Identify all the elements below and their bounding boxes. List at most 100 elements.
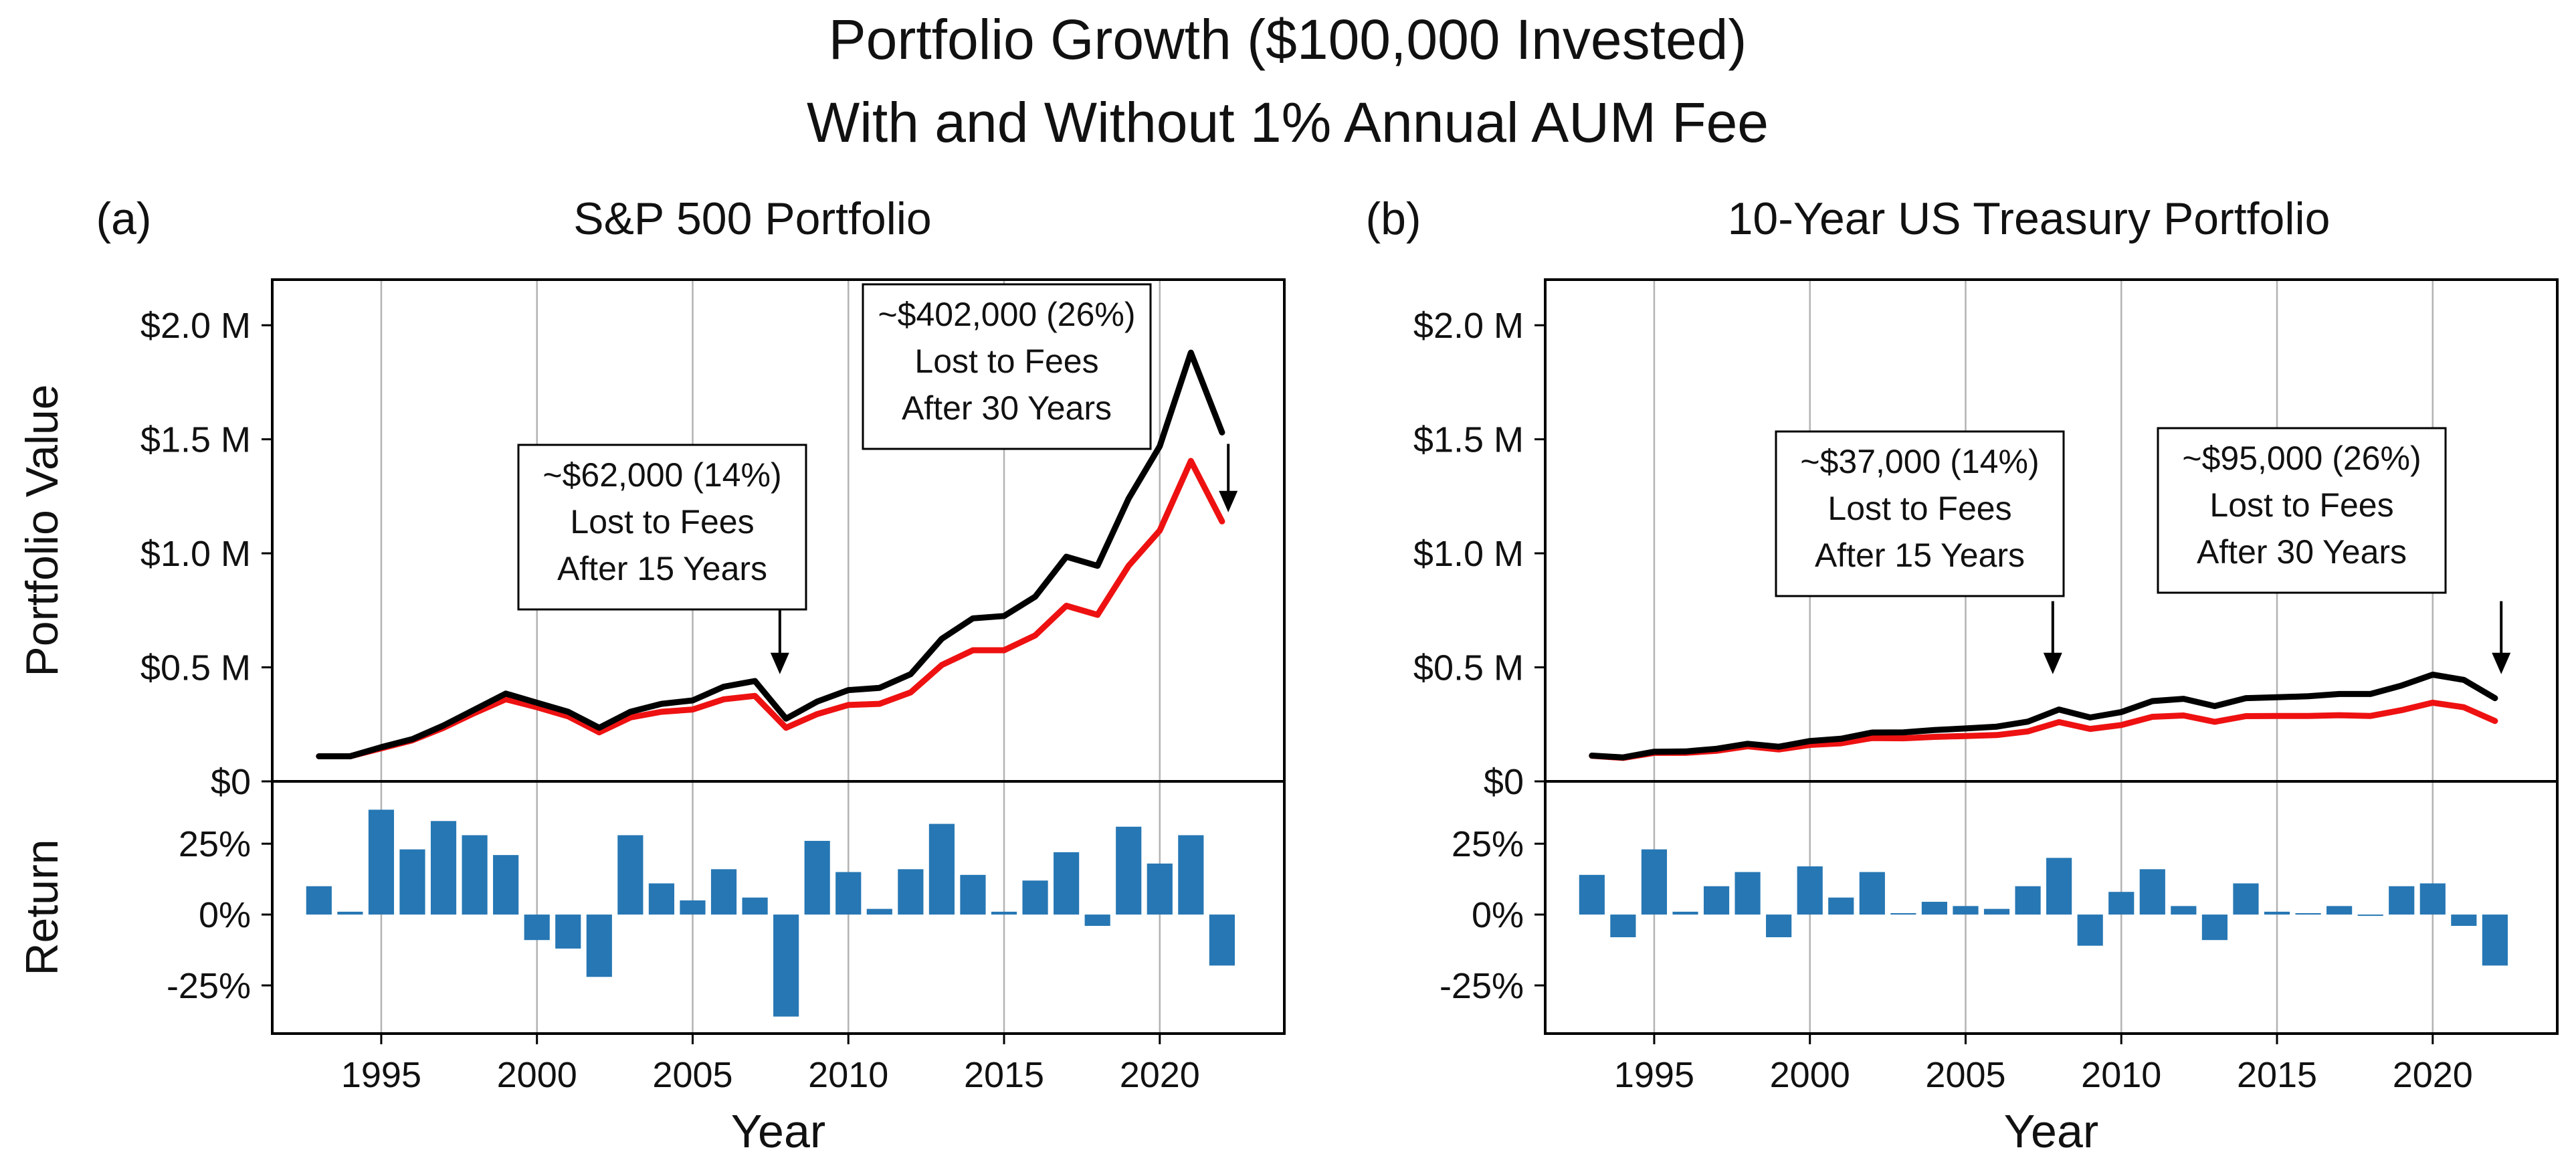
return-bar <box>555 914 581 949</box>
annotation-text: After 15 Years <box>1815 537 2025 574</box>
return-bar <box>1890 912 1916 915</box>
return-tick-label: -25% <box>1440 966 1524 1006</box>
return-bar <box>2482 914 2508 966</box>
annotation-arrow-head <box>1219 490 1238 512</box>
return-axis-label: Return <box>17 839 68 975</box>
return-bar <box>1672 911 1698 915</box>
panel-a: (a) S&P 500 Portfolio $0 $0.5 M $1.0 M $1.5 M… <box>17 193 1286 1157</box>
x-tick-label: 1995 <box>341 1055 421 1095</box>
annotation-arrow-head <box>2492 652 2511 674</box>
annotation-text: ~$62,000 (14%) <box>542 456 781 494</box>
return-bar <box>1579 874 1605 915</box>
return-bar <box>1859 872 1885 915</box>
return-bar <box>680 900 706 915</box>
return-tick-label: 25% <box>179 824 251 864</box>
return-bar <box>1766 914 1792 937</box>
return-bar <box>2389 886 2415 915</box>
return-bar <box>586 914 612 977</box>
panel-letter: (a) <box>96 193 151 244</box>
return-bar <box>2326 906 2353 915</box>
return-bar <box>1828 897 1854 915</box>
return-bar <box>1797 866 1823 915</box>
return-bar <box>2357 914 2383 916</box>
x-tick-label: 2005 <box>1925 1055 2005 1095</box>
annotation-text: ~$37,000 (14%) <box>1800 443 2039 480</box>
y-tick-label: $0 <box>211 762 251 802</box>
x-tick-label: 2005 <box>652 1055 732 1095</box>
annotation-text: ~$95,000 (26%) <box>2182 440 2421 477</box>
return-bar <box>2108 892 2135 915</box>
return-bar <box>1983 908 2010 915</box>
line-without-fee <box>1589 672 2498 761</box>
return-bar <box>2046 858 2072 915</box>
return-bar <box>2201 914 2227 941</box>
return-bar <box>306 886 332 915</box>
x-tick-label: 2015 <box>964 1055 1044 1095</box>
return-bar <box>1147 863 1173 915</box>
return-bar <box>1703 886 1730 915</box>
return-bar <box>368 809 395 915</box>
figure-title-line1: Portfolio Growth ($100,000 Invested) <box>829 8 1747 71</box>
return-bar <box>960 874 986 915</box>
return-bar <box>1610 914 1636 937</box>
y-tick-label: $1.5 M <box>140 420 251 460</box>
return-bar <box>648 883 675 915</box>
return-bar <box>2264 911 2290 915</box>
annotation-text: Lost to Fees <box>1827 490 2011 527</box>
annotation-box <box>517 444 807 611</box>
x-tick-label: 2020 <box>1120 1055 1200 1095</box>
x-axis-label: Year <box>2004 1105 2098 1157</box>
y-tick-label: $2.0 M <box>140 306 251 346</box>
annotation-box <box>862 283 1152 450</box>
y-tick-label: $1.0 M <box>1413 534 1524 574</box>
return-bar <box>1735 872 1761 915</box>
return-tick-label: 0% <box>1472 895 1524 935</box>
return-bar <box>835 872 862 915</box>
return-bar <box>991 911 1017 915</box>
return-bar <box>2295 912 2321 915</box>
annotation-arrow-head <box>770 652 789 674</box>
annotation-text: After 30 Years <box>902 389 1112 427</box>
y-tick-label: $2.0 M <box>1413 306 1524 346</box>
annotation-text: After 30 Years <box>2197 533 2407 571</box>
return-bar <box>866 908 892 915</box>
annotation-text: Lost to Fees <box>2209 486 2393 524</box>
return-bar <box>617 835 643 915</box>
return-bar <box>399 849 425 915</box>
return-axes-frame <box>271 780 1286 1035</box>
annotation: ~$95,000 (26%) Lost to Fees After 30 Years <box>2157 427 2511 674</box>
panel-title: 10-Year US Treasury Portfolio <box>1728 193 2331 244</box>
return-bar <box>710 869 737 915</box>
x-tick-label: 2000 <box>497 1055 577 1095</box>
x-tick-label: 2020 <box>2393 1055 2473 1095</box>
panel-letter: (b) <box>1365 193 1421 244</box>
y-axis-label: Portfolio Value <box>17 384 68 676</box>
panel-b: (b) 10-Year US Treasury Portfolio $0 $0.5 M… <box>1365 193 2559 1157</box>
y-tick-label: $0 <box>1484 762 1524 802</box>
return-bar <box>462 835 488 915</box>
panels: (a) S&P 500 Portfolio $0 $0.5 M $1.0 M $1.5 M… <box>17 193 2559 1157</box>
y-tick-label: $0.5 M <box>1413 648 1524 688</box>
return-bar <box>2233 883 2259 915</box>
return-bar <box>337 911 363 915</box>
x-tick-label: 2015 <box>2237 1055 2317 1095</box>
return-bar <box>1116 826 1142 915</box>
return-bar <box>493 855 519 915</box>
return-bar <box>2139 869 2165 915</box>
annotation: ~$62,000 (14%) Lost to Fees After 15 Years <box>517 444 807 674</box>
annotation-text: Lost to Fees <box>570 503 754 541</box>
x-axis-label: Year <box>731 1105 825 1157</box>
y-tick-label: $1.5 M <box>1413 420 1524 460</box>
return-bar <box>2077 914 2103 946</box>
x-tick-label: 2010 <box>808 1055 888 1095</box>
return-bar <box>2419 883 2446 915</box>
return-bar <box>804 840 830 915</box>
annotation-text: Lost to Fees <box>914 343 1098 380</box>
line-without-fee <box>316 349 1225 759</box>
return-bar <box>1054 852 1080 915</box>
return-axes-frame <box>1544 780 2559 1035</box>
x-tick-label: 1995 <box>1614 1055 1694 1095</box>
panel-title: S&P 500 Portfolio <box>573 193 932 244</box>
return-bar <box>898 869 924 915</box>
